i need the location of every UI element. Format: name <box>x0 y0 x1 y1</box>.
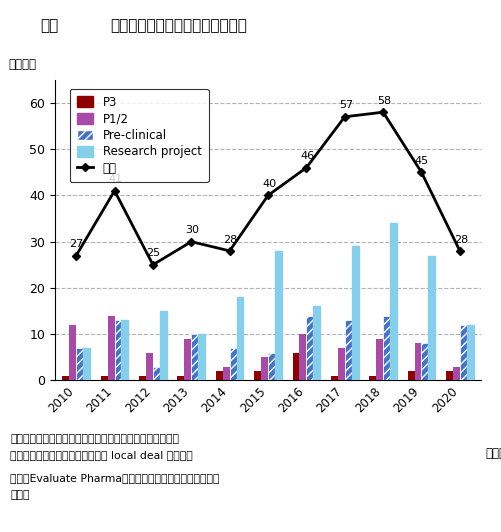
Bar <box>121 320 128 380</box>
Text: 日本企業による研究開発品の導入: 日本企業による研究開発品の導入 <box>110 19 247 34</box>
Bar <box>453 367 460 380</box>
Bar <box>331 376 338 380</box>
Bar <box>313 306 320 380</box>
Bar <box>160 311 167 380</box>
Bar <box>223 367 229 380</box>
Text: 46: 46 <box>301 151 315 161</box>
Bar <box>293 353 300 380</box>
Bar <box>177 376 184 380</box>
Bar <box>408 371 415 380</box>
Text: 27: 27 <box>69 239 84 249</box>
Bar <box>467 325 473 380</box>
Bar <box>307 315 313 380</box>
Legend: P3, P1/2, Pre-clinical, Research project, 合計: P3, P1/2, Pre-clinical, Research project… <box>70 89 209 182</box>
Text: 45: 45 <box>415 156 429 166</box>
Bar <box>338 348 345 380</box>
Text: 58: 58 <box>377 96 391 106</box>
Text: 41: 41 <box>109 174 123 185</box>
Text: 30: 30 <box>185 226 199 235</box>
Bar <box>146 353 153 380</box>
Text: リトリーが日本／アジア／各国の local deal を除く）: リトリーが日本／アジア／各国の local deal を除く） <box>10 450 193 460</box>
Bar <box>275 251 282 380</box>
Bar <box>261 358 268 380</box>
Bar <box>83 348 90 380</box>
Bar <box>198 334 205 380</box>
Text: 57: 57 <box>339 101 353 111</box>
Bar <box>184 339 191 380</box>
Bar <box>153 367 160 380</box>
Text: 図２: 図２ <box>40 19 58 34</box>
Bar <box>268 353 275 380</box>
Text: （年）: （年） <box>485 446 501 460</box>
Bar <box>63 376 69 380</box>
Bar <box>108 315 115 380</box>
Bar <box>115 320 121 380</box>
Bar <box>446 371 453 380</box>
Bar <box>390 223 397 380</box>
Bar <box>383 315 390 380</box>
Bar <box>369 376 376 380</box>
Bar <box>300 334 307 380</box>
Text: 40: 40 <box>263 179 277 189</box>
Bar <box>415 343 421 380</box>
Bar <box>421 343 428 380</box>
Bar <box>428 255 435 380</box>
Bar <box>352 246 359 380</box>
Bar <box>139 376 146 380</box>
Text: 注：日本国籍の製薬企業が研究開発品を導入した件数（テ: 注：日本国籍の製薬企業が研究開発品を導入した件数（テ <box>10 434 179 444</box>
Bar <box>460 325 467 380</box>
Bar <box>345 320 352 380</box>
Bar <box>216 371 223 380</box>
Bar <box>236 297 243 380</box>
Text: （件数）: （件数） <box>8 58 36 71</box>
Bar <box>69 325 76 380</box>
Text: 作成: 作成 <box>10 491 30 501</box>
Bar <box>101 376 108 380</box>
Text: 28: 28 <box>223 235 237 245</box>
Text: 28: 28 <box>454 235 468 245</box>
Text: 25: 25 <box>146 248 160 259</box>
Bar <box>254 371 261 380</box>
Bar <box>376 339 383 380</box>
Text: 出所：Evaluate Pharmaをもとに医薬産業政策研究所にて: 出所：Evaluate Pharmaをもとに医薬産業政策研究所にて <box>10 473 219 484</box>
Bar <box>229 348 236 380</box>
Bar <box>191 334 198 380</box>
Bar <box>76 348 83 380</box>
